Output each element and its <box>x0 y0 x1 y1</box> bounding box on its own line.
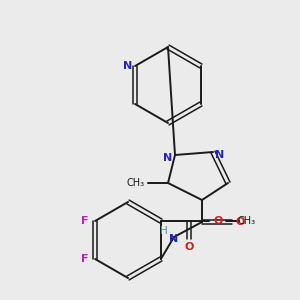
Text: O: O <box>235 217 245 227</box>
Text: N: N <box>164 153 172 163</box>
Text: O: O <box>184 242 194 252</box>
Text: F: F <box>81 216 89 226</box>
Text: CH₃: CH₃ <box>127 178 145 188</box>
Text: H: H <box>160 226 168 236</box>
Text: F: F <box>81 254 89 264</box>
Text: N: N <box>124 61 133 71</box>
Text: N: N <box>215 150 225 160</box>
Text: O: O <box>213 216 223 226</box>
Text: CH₃: CH₃ <box>238 216 256 226</box>
Text: N: N <box>169 234 178 244</box>
